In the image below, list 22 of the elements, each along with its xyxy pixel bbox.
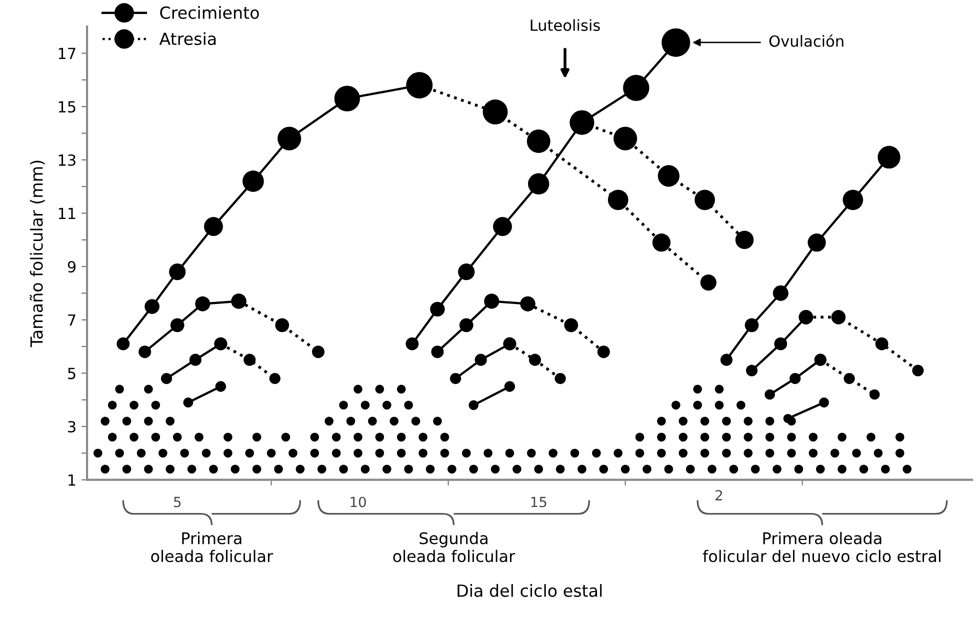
text: Primera oleada folicular <box>151 532 274 562</box>
y-tick-label: 15 <box>58 101 76 113</box>
y-tick-label: 3 <box>68 420 76 433</box>
y-tick-label: 11 <box>58 208 76 220</box>
legend-label: Crecimiento <box>160 6 259 19</box>
x-tick-label: 10 <box>350 496 366 508</box>
y-tick-label: 9 <box>68 260 76 273</box>
y-axis-title: Tamaño folicular (mm) <box>30 160 45 348</box>
y-tick-label: 13 <box>58 154 76 166</box>
text: Segunda oleada folicular <box>393 532 516 562</box>
annotation: Luteolisis <box>530 19 600 32</box>
y-tick-label: 17 <box>58 48 76 60</box>
x-tick-label: 5 <box>174 496 181 508</box>
y-tick-label: 5 <box>68 368 76 380</box>
x-axis-title: Dia del ciclo estal <box>458 584 602 597</box>
text: Primera oleada folicular del nuevo ciclo estral <box>702 532 940 562</box>
annotation: Ovulación <box>769 34 844 47</box>
y-tick-label: 7 <box>68 314 76 326</box>
y-tick-label: 1 <box>68 474 76 486</box>
legend-label: Atresia <box>159 32 216 46</box>
text: 2 <box>716 490 722 500</box>
x-tick-label: 15 <box>531 496 546 508</box>
